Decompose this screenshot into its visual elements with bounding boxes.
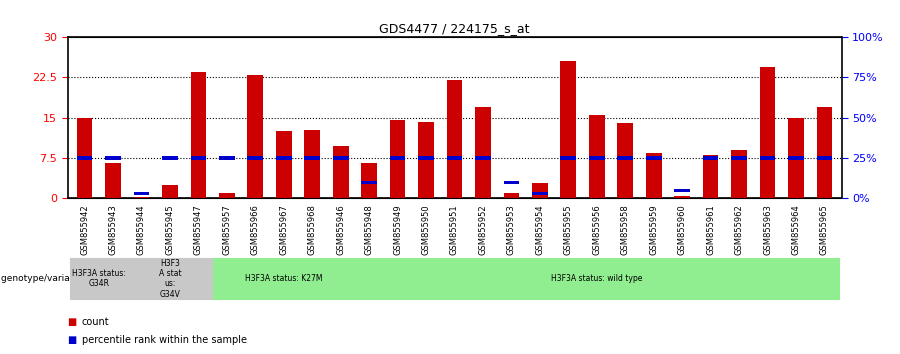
Bar — [561, 61, 576, 198]
Bar — [105, 156, 121, 160]
Text: H3F3
A stat
us:
G34V: H3F3 A stat us: G34V — [158, 259, 181, 299]
Bar — [76, 156, 93, 160]
Bar — [276, 156, 292, 160]
Text: ■: ■ — [68, 317, 76, 327]
Bar — [105, 163, 121, 198]
Bar — [504, 181, 519, 184]
Bar — [788, 156, 804, 160]
Bar — [731, 156, 747, 160]
Bar — [760, 67, 775, 198]
Text: H3F3A status: wild type: H3F3A status: wild type — [551, 274, 643, 283]
Bar — [446, 156, 463, 160]
Bar — [731, 150, 747, 198]
Bar — [703, 155, 718, 198]
Bar — [788, 118, 804, 198]
Bar — [76, 118, 93, 198]
Bar — [361, 163, 377, 198]
Text: percentile rank within the sample: percentile rank within the sample — [82, 335, 247, 345]
Bar — [304, 156, 320, 160]
Bar — [674, 195, 690, 198]
Bar — [191, 156, 206, 160]
Bar — [816, 156, 833, 160]
Text: count: count — [82, 317, 110, 327]
Bar — [248, 75, 263, 198]
Bar — [504, 193, 519, 198]
Bar — [219, 193, 235, 198]
Bar — [816, 107, 833, 198]
Text: ■: ■ — [68, 335, 76, 345]
Text: H3F3A status:
G34R: H3F3A status: G34R — [72, 269, 126, 289]
Bar — [162, 156, 178, 160]
Bar — [646, 156, 662, 160]
Bar — [248, 156, 263, 160]
Bar — [191, 72, 206, 198]
Bar — [390, 120, 405, 198]
Bar — [219, 156, 235, 160]
Bar — [589, 115, 605, 198]
Bar — [361, 181, 377, 184]
Bar — [532, 183, 548, 198]
Text: H3F3A status: K27M: H3F3A status: K27M — [245, 274, 322, 283]
Bar — [418, 156, 434, 160]
Bar — [532, 192, 548, 195]
Bar — [276, 131, 292, 198]
Bar — [646, 153, 662, 198]
Text: genotype/variation ▶: genotype/variation ▶ — [1, 274, 97, 283]
Bar — [760, 156, 775, 160]
Bar — [589, 156, 605, 160]
Bar — [304, 130, 320, 198]
Bar — [162, 185, 178, 198]
Bar — [446, 80, 463, 198]
Bar — [390, 156, 405, 160]
Title: GDS4477 / 224175_s_at: GDS4477 / 224175_s_at — [379, 22, 530, 35]
Bar — [703, 156, 718, 160]
Bar — [333, 156, 348, 160]
Bar — [418, 122, 434, 198]
Bar — [134, 197, 149, 198]
Bar — [134, 192, 149, 195]
Bar — [617, 123, 633, 198]
Bar — [475, 156, 491, 160]
Bar — [333, 145, 348, 198]
Bar — [617, 156, 633, 160]
Bar — [475, 107, 491, 198]
Bar — [674, 189, 690, 192]
Bar — [561, 156, 576, 160]
